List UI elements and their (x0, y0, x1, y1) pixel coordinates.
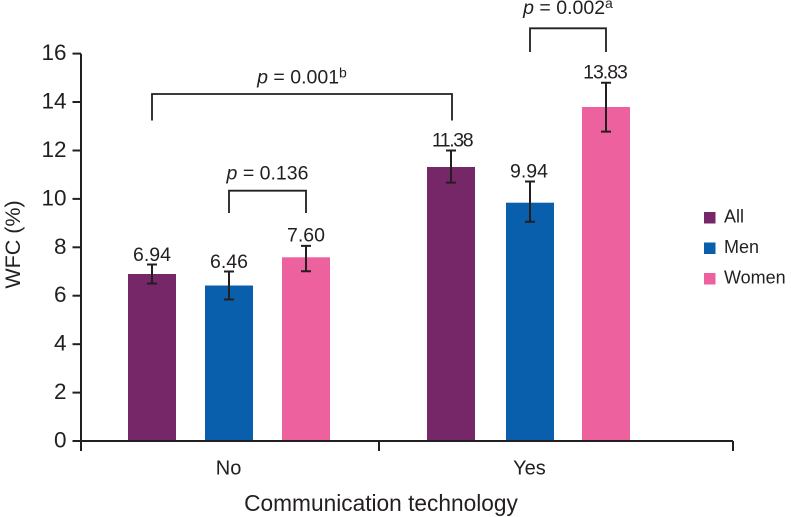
svg-text:Women: Women (724, 268, 786, 288)
svg-text:6.46: 6.46 (210, 251, 248, 273)
svg-text:Yes: Yes (513, 458, 546, 480)
svg-text:0: 0 (54, 428, 67, 453)
svg-text:2: 2 (54, 379, 67, 404)
svg-text:7.60: 7.60 (287, 224, 325, 246)
svg-text:14: 14 (41, 89, 66, 114)
svg-text:6: 6 (54, 282, 67, 307)
svg-text:Men: Men (724, 237, 759, 257)
svg-text:WFC (%): WFC (%) (1, 200, 25, 288)
svg-text:All: All (724, 207, 744, 227)
svg-text:6.94: 6.94 (133, 244, 171, 266)
svg-text:16: 16 (41, 40, 66, 65)
svg-text:13.83: 13.83 (583, 61, 627, 83)
svg-text:p = 0.136: p = 0.136 (226, 163, 309, 185)
svg-text:4: 4 (54, 331, 67, 356)
svg-text:p = 0.002a: p = 0.002a (522, 0, 613, 19)
svg-text:p = 0.001b: p = 0.001b (256, 65, 347, 89)
svg-text:No: No (216, 458, 242, 480)
svg-text:12: 12 (41, 137, 66, 162)
svg-text:11.38: 11.38 (432, 130, 473, 152)
svg-text:10: 10 (41, 185, 66, 210)
svg-text:8: 8 (54, 234, 67, 259)
svg-text:9.94: 9.94 (510, 161, 548, 183)
svg-text:Communication technology: Communication technology (244, 490, 518, 516)
